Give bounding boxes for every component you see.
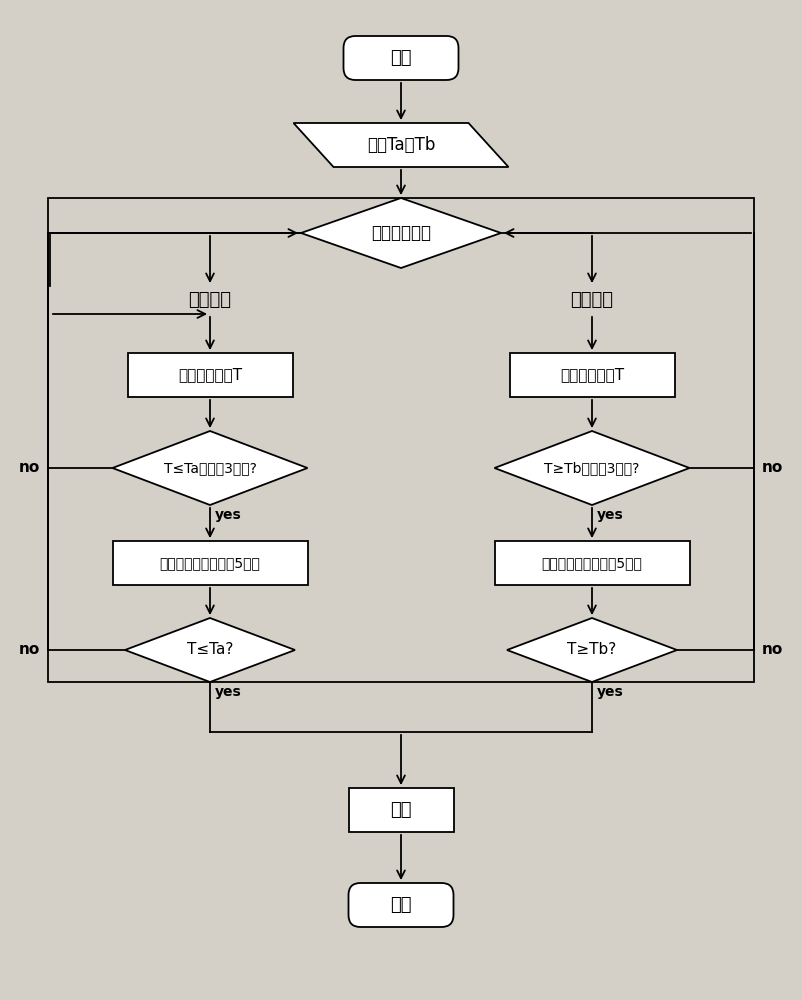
Polygon shape — [495, 431, 690, 505]
Text: T≤Ta?: T≤Ta? — [187, 643, 233, 658]
Polygon shape — [112, 431, 307, 505]
Polygon shape — [125, 618, 295, 682]
Bar — [495, 541, 690, 585]
Text: no: no — [762, 643, 784, 658]
Text: T≥Tb且持续3分钟?: T≥Tb且持续3分钟? — [545, 461, 640, 475]
Text: 报警: 报警 — [391, 801, 411, 819]
Text: T≤Ta且持续3分钟?: T≤Ta且持续3分钟? — [164, 461, 257, 475]
FancyBboxPatch shape — [343, 36, 459, 80]
Text: yes: yes — [215, 685, 241, 699]
Text: 结束: 结束 — [391, 896, 411, 914]
Text: T≥Tb?: T≥Tb? — [567, 643, 617, 658]
Text: 开始: 开始 — [391, 49, 411, 67]
Text: no: no — [762, 460, 784, 476]
Bar — [509, 353, 674, 397]
Bar — [349, 788, 453, 832]
Text: yes: yes — [215, 508, 241, 522]
FancyBboxPatch shape — [349, 883, 453, 927]
Polygon shape — [507, 618, 677, 682]
Polygon shape — [301, 198, 501, 268]
Text: 检测盘管温度T: 检测盘管温度T — [560, 367, 624, 382]
Text: 预设Ta、Tb: 预设Ta、Tb — [367, 136, 435, 154]
Text: 室内机风扇高速运行5分钟: 室内机风扇高速运行5分钟 — [541, 556, 642, 570]
Text: 制冷模式: 制冷模式 — [188, 291, 232, 309]
Bar — [128, 353, 293, 397]
Text: 制热模式: 制热模式 — [570, 291, 614, 309]
Text: no: no — [18, 643, 40, 658]
Text: yes: yes — [597, 508, 623, 522]
Text: 判断运行模式: 判断运行模式 — [371, 224, 431, 242]
Bar — [48, 198, 754, 682]
Polygon shape — [294, 123, 508, 167]
Text: 检测盘管温度T: 检测盘管温度T — [178, 367, 242, 382]
Bar — [112, 541, 307, 585]
Text: no: no — [18, 460, 40, 476]
Text: yes: yes — [597, 685, 623, 699]
Text: 室内机风扇高速运行5分钟: 室内机风扇高速运行5分钟 — [160, 556, 261, 570]
